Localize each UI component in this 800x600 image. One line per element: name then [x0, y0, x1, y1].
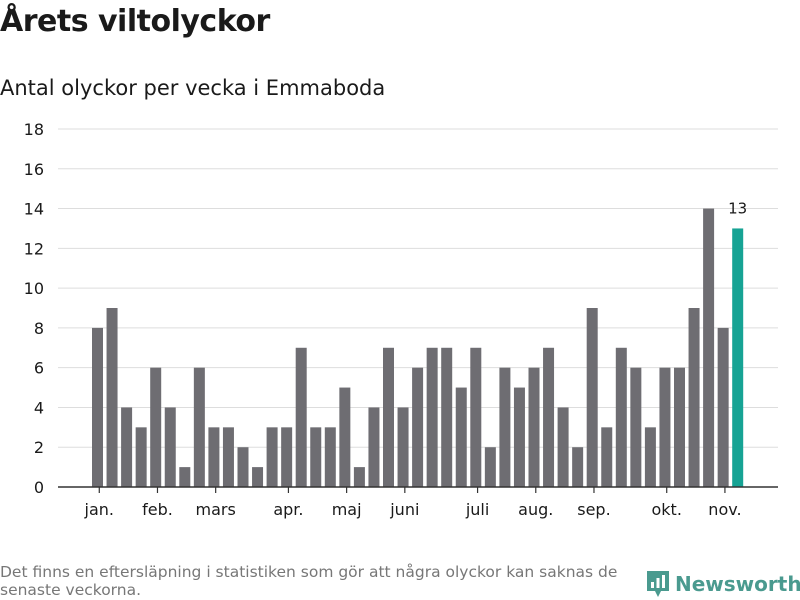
bar	[295, 347, 307, 487]
bar	[703, 208, 715, 488]
bar	[252, 467, 264, 487]
bar	[150, 367, 162, 487]
bar	[368, 407, 380, 487]
y-tick-label: 6	[34, 359, 44, 378]
bar	[513, 387, 525, 487]
newsworthy-logo-icon	[647, 571, 669, 597]
x-tick-label: juni	[389, 500, 419, 519]
bar	[164, 407, 176, 487]
brand: Newsworthy	[645, 569, 800, 599]
bar	[528, 367, 540, 487]
x-tick-label: aug.	[518, 500, 553, 519]
bar	[193, 367, 205, 487]
bar	[222, 427, 234, 487]
bar	[324, 427, 336, 487]
bar	[615, 347, 627, 487]
bar	[572, 447, 584, 487]
bar	[383, 347, 394, 487]
x-tick-label: maj	[332, 500, 362, 519]
bar	[339, 387, 351, 487]
y-tick-label: 0	[34, 478, 44, 497]
bar	[674, 367, 685, 487]
bar	[237, 447, 249, 487]
bar	[659, 367, 671, 487]
bar	[106, 308, 118, 487]
y-tick-label: 8	[34, 319, 44, 338]
bar	[353, 467, 365, 487]
bar	[499, 367, 511, 487]
bar	[455, 387, 467, 487]
bar	[688, 308, 700, 487]
chart-title: Årets viltolyckor	[0, 4, 270, 39]
y-tick-label: 10	[24, 279, 44, 298]
x-tick-label: sep.	[577, 500, 610, 519]
bar	[426, 347, 438, 487]
bar	[121, 407, 133, 487]
bar	[484, 447, 496, 487]
bar	[441, 347, 453, 487]
y-tick-label: 4	[34, 398, 44, 417]
bar	[208, 427, 220, 487]
bar	[397, 407, 409, 487]
x-tick-label: mars	[196, 500, 236, 519]
bar	[310, 427, 322, 487]
bar	[644, 427, 656, 487]
bar-highlight	[732, 228, 744, 487]
x-tick-label: apr.	[273, 500, 303, 519]
bar	[557, 407, 569, 487]
y-tick-label: 18	[24, 120, 44, 139]
x-tick-label: okt.	[652, 500, 682, 519]
bar	[470, 347, 482, 487]
x-tick-label: jan.	[84, 500, 114, 519]
brand-name: Newsworthy	[675, 572, 800, 596]
bar	[179, 467, 191, 487]
bar	[586, 308, 598, 487]
y-tick-label: 2	[34, 438, 44, 457]
bar	[717, 327, 729, 487]
bar	[630, 367, 642, 487]
y-tick-label: 14	[24, 200, 44, 219]
x-tick-label: juli	[465, 500, 489, 519]
x-tick-label: nov.	[708, 500, 741, 519]
y-tick-label: 12	[24, 239, 44, 258]
bar	[135, 427, 147, 487]
data-label: 13	[728, 199, 747, 217]
bar	[601, 427, 613, 487]
bar	[92, 327, 103, 487]
bar	[266, 427, 278, 487]
bar	[412, 367, 424, 487]
bar	[281, 427, 293, 487]
y-tick-label: 16	[24, 160, 44, 179]
x-tick-label: feb.	[142, 500, 173, 519]
bar	[543, 347, 555, 487]
chart-subtitle: Antal olyckor per vecka i Emmaboda	[0, 76, 386, 100]
footnote: Det finns en eftersläpning i statistiken…	[0, 563, 618, 599]
